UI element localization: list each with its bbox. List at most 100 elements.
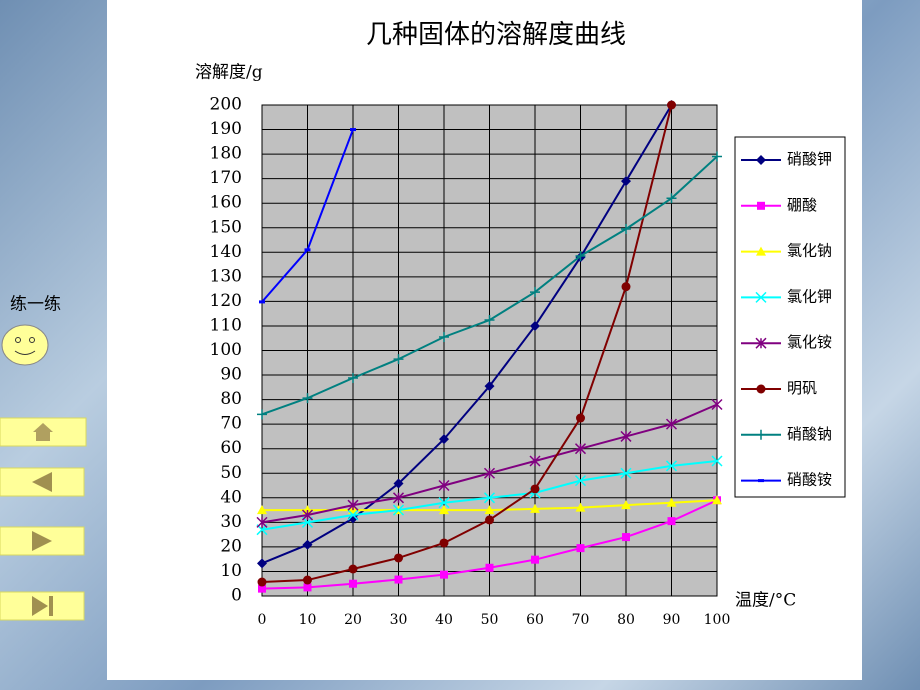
series-line [261,104,673,565]
data-point [620,467,632,479]
data-point [394,575,403,584]
data-point [302,393,313,404]
data-point [576,413,585,423]
data-point [303,575,312,585]
y-tick-label: 120 [210,291,242,311]
data-point [257,558,267,569]
y-tick-label: 10 [220,561,242,581]
y-tick-label: 100 [210,340,242,360]
data-point [530,320,540,331]
legend-label: 明矾 [787,379,817,397]
legend-label: 氯化钾 [787,287,832,305]
x-tick-label: 80 [617,612,635,628]
data-point [484,505,495,515]
y-tick-label: 150 [210,217,242,237]
y-tick-label: 170 [210,168,242,188]
data-point [392,504,405,516]
data-point [484,315,495,326]
data-point [302,539,313,550]
data-point [712,495,722,505]
data-point [575,250,586,261]
y-tick-label: 60 [220,438,242,458]
data-point [256,516,268,528]
legend-marker [756,246,766,256]
data-point [393,354,404,365]
data-point [621,176,631,187]
y-tick-label: 140 [210,242,242,262]
y-tick-label: 130 [210,266,242,286]
data-point [621,223,631,234]
data-point [347,499,359,511]
legend-label: 硝酸钠 [787,425,832,443]
data-point [665,460,678,472]
end-button[interactable] [0,591,85,621]
y-tick-label: 80 [220,389,242,409]
data-point [439,505,449,515]
data-point [711,455,723,467]
y-tick-label: 50 [220,463,242,483]
x-tick-label: 90 [663,612,681,628]
data-point [348,564,358,574]
data-point [712,151,722,162]
y-tick-label: 40 [220,487,242,507]
data-point [393,478,404,489]
data-point [439,331,449,342]
x-axis-label: 温度/°C [735,591,796,611]
data-point [257,577,267,587]
data-point [483,492,496,504]
x-tick-label: 10 [299,612,317,628]
data-point [666,193,677,204]
x-tick-label: 70 [572,612,590,628]
data-point [257,409,267,420]
legend-marker [757,201,765,210]
y-tick-label: 180 [210,144,242,164]
data-point [667,100,676,110]
y-tick-label: 20 [220,536,242,556]
data-point [257,505,267,515]
y-tick-label: 190 [210,119,242,139]
data-point [665,418,678,430]
home-button[interactable] [0,417,87,447]
x-tick-label: 40 [435,612,453,628]
next-button[interactable] [0,526,85,556]
data-point [666,497,677,507]
legend-marker [756,155,766,165]
data-point [484,381,495,392]
x-tick-label: 0 [258,612,267,628]
smiley [1,324,49,366]
x-tick-label: 50 [481,612,499,628]
chart-title: 几种固体的溶解度曲线 [366,20,626,50]
data-point [530,503,540,513]
x-tick-label: 60 [526,612,544,628]
data-point [438,479,450,492]
legend-marker [756,384,766,394]
data-point [575,502,586,512]
legend [734,136,846,498]
data-point [530,287,540,298]
data-point [301,509,314,521]
prev-button[interactable] [0,467,85,497]
legend-label: 硝酸铵 [787,471,832,489]
data-point [620,430,632,442]
legend-marker [756,429,766,440]
data-point [392,492,405,504]
y-tick-label: 70 [220,414,242,434]
data-point [574,443,587,455]
data-point [438,497,450,509]
data-point [621,282,631,292]
x-tick-label: 100 [704,612,731,628]
data-point [576,544,585,553]
data-point [303,583,312,592]
legend-marker [755,337,767,349]
data-point [439,434,449,445]
y-tick-label: 160 [210,193,242,213]
y-axis-label: 溶解度/g [195,63,263,83]
y-tick-label: 200 [210,95,242,115]
data-point [347,509,359,521]
legend-marker [755,291,767,303]
data-point [394,553,403,563]
data-point [485,563,494,572]
data-point [349,579,357,588]
